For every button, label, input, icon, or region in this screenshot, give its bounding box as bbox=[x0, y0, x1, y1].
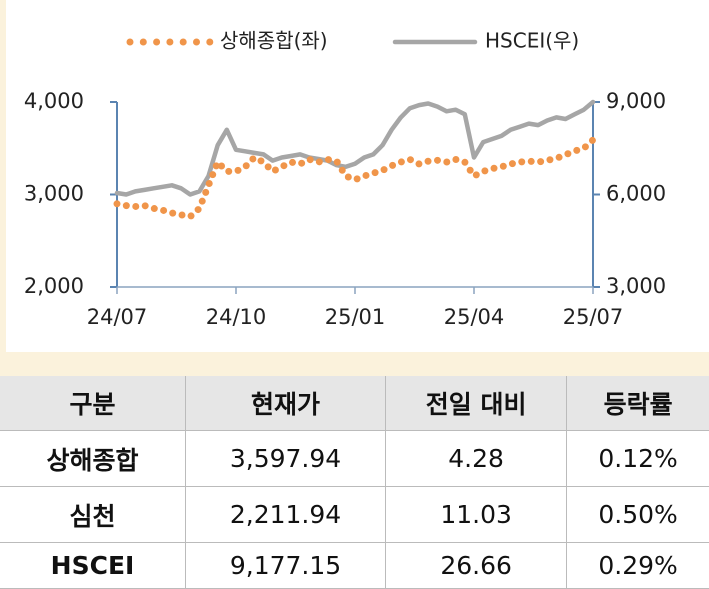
row: HSCEI 9,177.15 26.66 0.29% bbox=[0, 542, 709, 589]
row: 상해종합 3,597.94 4.28 0.12% bbox=[0, 430, 709, 488]
cell: 상해종합 bbox=[0, 430, 186, 488]
cell: 26.66 bbox=[385, 542, 568, 589]
header-row: 구분 현재가 전일 대비 등락률 bbox=[0, 376, 709, 431]
y2-tick-label: 9,000 bbox=[606, 89, 666, 113]
x-tick-label: 24/07 bbox=[87, 305, 148, 329]
header-cell: 등락률 bbox=[566, 376, 709, 431]
cell: 심천 bbox=[0, 486, 186, 544]
y-tick-label: 3,000 bbox=[24, 182, 84, 206]
line bbox=[114, 99, 596, 197]
cell: 3,597.94 bbox=[185, 430, 387, 488]
y-tick-label: 4,000 bbox=[24, 89, 84, 113]
row: 심천 2,211.94 11.03 0.50% bbox=[0, 486, 709, 544]
cell: HSCEI bbox=[0, 542, 186, 589]
cell: 2,211.94 bbox=[185, 486, 387, 544]
chart: 2,000 3,000 4,000 3,000 6,000 9,000 24/07 24/10… bbox=[24, 29, 666, 330]
dotted-line bbox=[113, 136, 597, 221]
cell: 9,177.15 bbox=[185, 542, 387, 589]
panel-edge bbox=[0, 0, 6, 352]
header-cell: 전일 대비 bbox=[385, 376, 568, 431]
cell: 0.12% bbox=[566, 430, 709, 488]
x-tick-label: 24/10 bbox=[206, 305, 267, 329]
cell: 0.29% bbox=[566, 542, 709, 589]
y2-tick-label: 3,000 bbox=[606, 274, 666, 298]
cell: 4.28 bbox=[385, 430, 568, 488]
quote-table: 구분 현재가 전일 대비 등락률 상해종합 3,597.94 4.28 0.12… bbox=[0, 376, 709, 589]
y2-tick-label: 6,000 bbox=[606, 182, 666, 206]
x-tick-label: 25/01 bbox=[325, 305, 386, 329]
y-tick-label: 2,000 bbox=[24, 274, 84, 298]
legend-label: 상해종합(좌) bbox=[220, 29, 328, 53]
cell: 0.50% bbox=[566, 486, 709, 544]
panel-band bbox=[0, 352, 709, 376]
legend-label: HSCEI(우) bbox=[485, 29, 579, 53]
header-cell: 현재가 bbox=[185, 376, 387, 431]
x-tick-label: 25/04 bbox=[444, 305, 505, 329]
header-cell: 구분 bbox=[0, 376, 186, 431]
x-tick-label: 25/07 bbox=[563, 305, 624, 329]
cell: 11.03 bbox=[385, 486, 568, 544]
